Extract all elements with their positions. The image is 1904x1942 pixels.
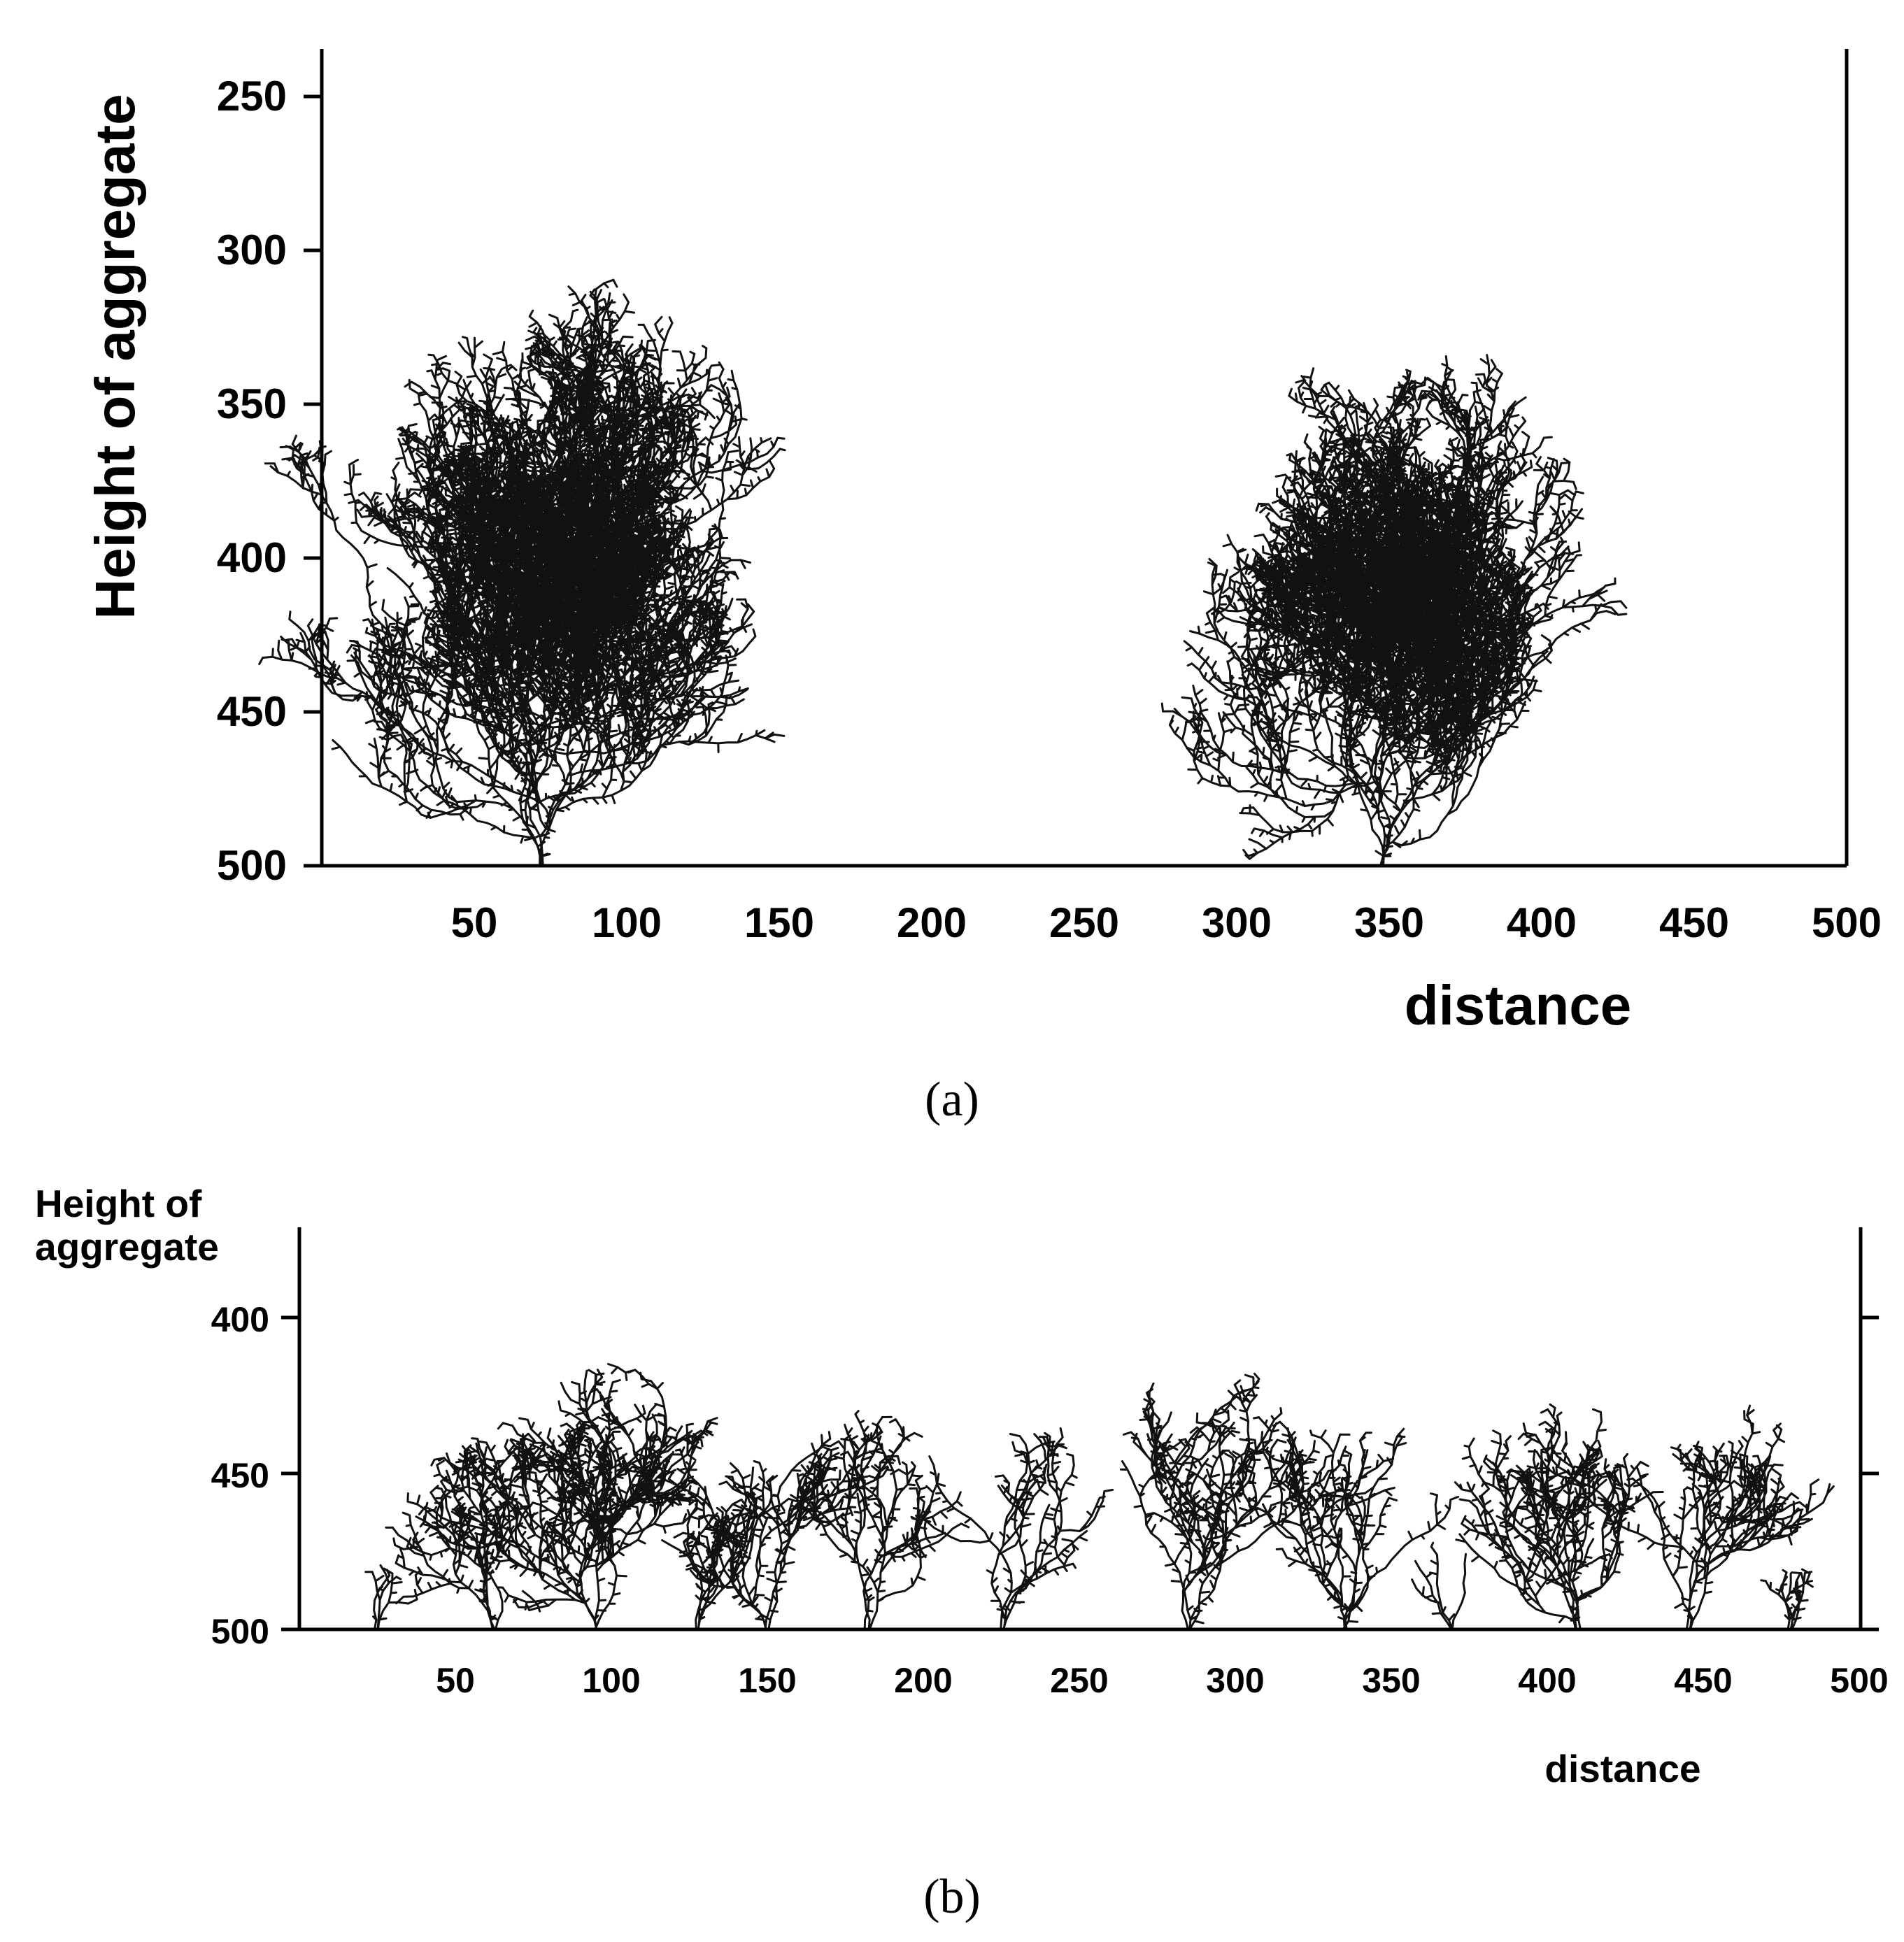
b-x-tick-label: 250 [1050,1661,1108,1700]
a-x-axis-title: distance [1405,974,1632,1036]
b-aggregate-10 [1454,1403,1664,1631]
a-caption: (a) [925,1073,979,1127]
b-aggregate-9 [1411,1541,1467,1631]
b-x-axis-title: distance [1544,1747,1700,1790]
b-aggregate-8 [1239,1427,1460,1631]
b-aggregate-4 [655,1431,865,1631]
b-x-tick-label: 400 [1518,1661,1576,1700]
a-axes [320,49,1849,868]
b-x-ticks: 50 100 150 200 250 300 350 400 450 500 [436,1661,1889,1700]
b-aggregate-12 [1760,1568,1814,1631]
b-aggregate-7 [1119,1372,1337,1631]
a-x-ticks: 50 100 150 200 250 300 350 400 450 500 [451,899,1882,946]
b-aggregate-0 [364,1564,418,1631]
a-y-tick-label: 350 [217,380,287,427]
b-y-ticks: 400 450 500 [211,1300,1879,1651]
a-y-tick-label: 250 [217,73,287,120]
a-y-tick-label: 500 [217,842,287,889]
b-x-tick-label: 300 [1206,1661,1264,1700]
a-y-tick-label: 400 [217,534,287,581]
b-y-tick-label: 500 [211,1612,269,1651]
b-x-tick-label: 100 [582,1661,640,1700]
a-x-tick-label: 200 [897,899,967,946]
a-y-axis-title: Height of aggregate [84,94,146,619]
a-aggregates [258,278,1628,867]
a-y-ticks: 250 300 350 400 450 500 [217,73,322,889]
b-aggregate-11 [1613,1404,1835,1631]
a-aggregate-0 [258,278,786,867]
a-x-tick-label: 100 [592,899,662,946]
b-aggregate-5 [790,1410,970,1631]
b-aggregates [364,1363,1835,1631]
b-x-tick-label: 500 [1830,1661,1888,1700]
b-x-tick-label: 450 [1674,1661,1732,1700]
a-x-tick-label: 50 [451,899,498,946]
b-x-tick-label: 350 [1362,1661,1420,1700]
b-x-tick-label: 200 [894,1661,952,1700]
b-aggregate-2 [415,1363,723,1631]
b-y-tick-label: 450 [211,1456,269,1495]
b-axes [297,1227,1863,1632]
b-aggregate-6 [925,1427,1114,1631]
a-y-tick-label: 300 [217,227,287,273]
b-y-axis-title: Height of aggregate [35,1182,219,1269]
a-y-tick-label: 450 [217,688,287,735]
a-x-tick-label: 450 [1659,899,1729,946]
a-aggregate-1 [1160,354,1628,867]
a-x-tick-label: 300 [1202,899,1272,946]
a-x-tick-label: 250 [1049,899,1119,946]
b-x-tick-label: 50 [436,1661,475,1700]
b-x-tick-label: 150 [738,1661,796,1700]
b-y-tick-label: 400 [211,1300,269,1339]
panel-a: 250 300 350 400 450 500 50 100 150 200 250 300 350 4… [84,49,1882,1127]
a-x-tick-label: 500 [1812,899,1882,946]
a-x-tick-label: 150 [744,899,814,946]
b-caption: (b) [923,1870,981,1924]
a-x-tick-label: 400 [1507,899,1577,946]
a-x-tick-label: 350 [1354,899,1424,946]
